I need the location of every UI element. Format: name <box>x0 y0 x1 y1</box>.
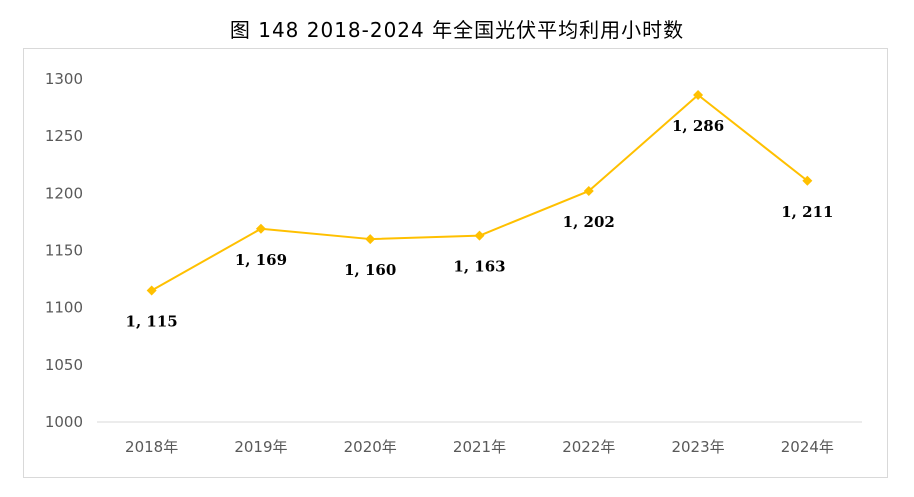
data-label: 1, 211 <box>781 203 833 221</box>
data-point-marker <box>474 230 485 241</box>
x-tick-label: 2022年 <box>562 438 615 456</box>
y-tick-label: 1050 <box>45 356 83 374</box>
data-point-marker <box>146 285 157 296</box>
data-point-marker <box>365 234 376 245</box>
y-tick-label: 1200 <box>45 184 83 202</box>
data-point-marker <box>255 223 266 234</box>
data-label: 1, 163 <box>453 258 505 276</box>
x-tick-label: 2023年 <box>671 438 724 456</box>
y-tick-label: 1150 <box>45 242 83 260</box>
x-tick-label: 2020年 <box>344 438 397 456</box>
data-point-marker <box>802 175 813 186</box>
data-point-marker <box>583 186 594 197</box>
data-label: 1, 115 <box>126 313 178 331</box>
y-tick-label: 1100 <box>45 299 83 317</box>
x-tick-label: 2019年 <box>234 438 287 456</box>
y-tick-label: 1000 <box>45 413 83 431</box>
y-tick-label: 1300 <box>45 70 83 88</box>
data-label: 1, 160 <box>344 261 396 279</box>
x-tick-label: 2024年 <box>781 438 834 456</box>
y-tick-label: 1250 <box>45 127 83 145</box>
data-label: 1, 202 <box>563 213 615 231</box>
x-tick-label: 2021年 <box>453 438 506 456</box>
data-label: 1, 286 <box>672 117 724 135</box>
x-tick-label: 2018年 <box>125 438 178 456</box>
data-label: 1, 169 <box>235 251 287 269</box>
chart-title: 图 148 2018-2024 年全国光伏平均利用小时数 <box>229 18 685 42</box>
data-point-marker <box>693 90 704 101</box>
chart-frame <box>23 48 888 478</box>
